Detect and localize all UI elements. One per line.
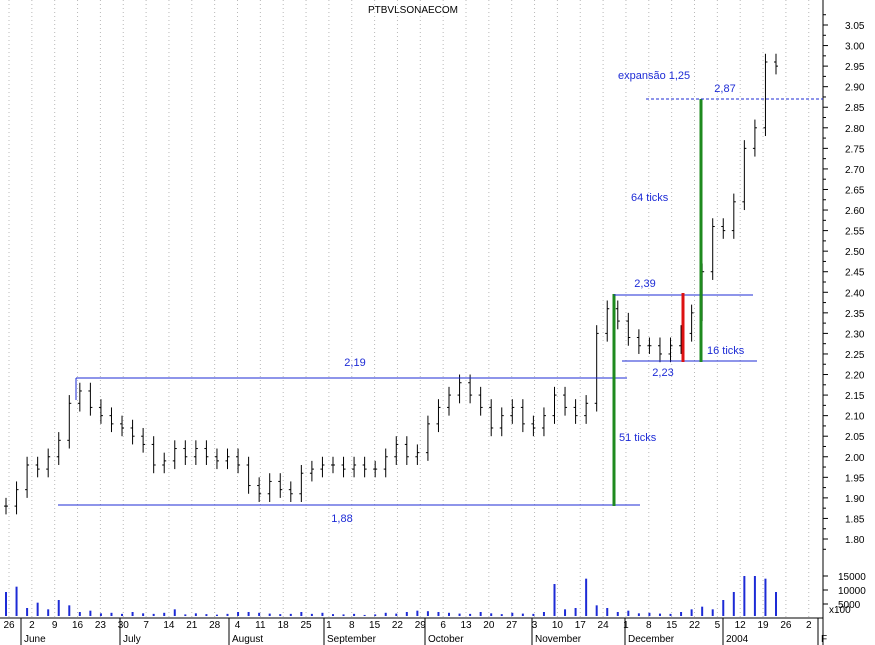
x-day-label: 24 — [598, 620, 610, 631]
y-tick-label: 2.75 — [845, 144, 865, 155]
y-tick-label: 2.05 — [845, 432, 865, 443]
volume-unit-label: x100 — [829, 605, 851, 616]
price-bars — [4, 53, 778, 515]
x-day-label: 19 — [757, 620, 769, 631]
x-month-label: June — [24, 634, 46, 645]
x-axis: 26 2 9 16 23 30 7 14 21 28 4 11 18 25 1 8 15 22 29 6 13 20 27 3… — [3, 618, 827, 645]
volume-tick-label: 10000 — [838, 586, 866, 597]
x-day-label: 3 — [532, 620, 538, 631]
y-tick-label: 1.90 — [845, 494, 865, 505]
ticks-16-label: 16 ticks — [707, 345, 745, 357]
x-month-label: August — [232, 634, 263, 645]
y-tick-label: 3.00 — [845, 42, 865, 53]
x-day-label: 11 — [255, 620, 266, 631]
box-top-label: 2,39 — [634, 278, 655, 290]
y-tick-label: 2.40 — [845, 288, 865, 299]
x-day-label: 25 — [300, 620, 312, 631]
x-month-label: 2004 — [726, 634, 749, 645]
x-day-label: 5 — [715, 620, 721, 631]
x-day-label: 22 — [689, 620, 701, 631]
box-bottom-label: 2,23 — [652, 367, 673, 379]
x-month-label: July — [123, 634, 141, 645]
y-tick-label: 2.95 — [845, 62, 865, 73]
x-day-label: 1 — [623, 620, 629, 631]
y-tick-label: 2.35 — [845, 309, 865, 320]
y-tick-label: 2.20 — [845, 371, 865, 382]
volume-tick-label: 5000 — [838, 600, 861, 611]
ticks-64-label: 64 ticks — [631, 192, 669, 204]
x-day-label: 26 — [780, 620, 792, 631]
x-day-label: 26 — [3, 620, 15, 631]
x-day-label: 8 — [349, 620, 355, 631]
x-day-label: 13 — [460, 620, 472, 631]
expansion-label: expansão 1,25 — [618, 70, 690, 82]
grid-lines — [8, 0, 810, 618]
volume-axis: 15000 10000 5000 — [823, 572, 866, 611]
y-tick-label: 2.00 — [845, 453, 865, 464]
x-day-label: 16 — [72, 620, 84, 631]
y-tick-label: 2.15 — [845, 391, 865, 402]
x-day-label: 15 — [369, 620, 381, 631]
y-tick-label: 2.85 — [845, 103, 865, 114]
y-tick-label: 2.80 — [845, 124, 865, 135]
y-tick-label: 1.95 — [845, 473, 865, 484]
x-month-label: December — [628, 634, 675, 645]
x-day-label: 9 — [52, 620, 58, 631]
x-day-label: 7 — [143, 620, 149, 631]
x-day-label: 17 — [575, 620, 587, 631]
x-day-label: 29 — [415, 620, 427, 631]
x-day-label: 22 — [392, 620, 404, 631]
y-tick-label: 2.45 — [845, 268, 865, 279]
y-tick-label: 2.10 — [845, 412, 865, 423]
x-day-label: 23 — [95, 620, 107, 631]
x-day-label: 1 — [326, 620, 332, 631]
x-day-label: 27 — [506, 620, 518, 631]
volume-tick-label: 15000 — [838, 572, 866, 583]
x-day-label: 20 — [483, 620, 495, 631]
y-tick-label: 2.60 — [845, 206, 865, 217]
x-day-label: 6 — [440, 620, 446, 631]
range-bottom-label: 1,88 — [331, 513, 352, 525]
x-day-label: 10 — [552, 620, 564, 631]
y-tick-label: 2.70 — [845, 165, 865, 176]
volume-bars — [5, 576, 777, 616]
y-tick-label: 1.85 — [845, 514, 865, 525]
y-tick-label: 2.30 — [845, 329, 865, 340]
x-day-label: 8 — [646, 620, 652, 631]
y-tick-label: 3.05 — [845, 21, 865, 32]
target-label: 2,87 — [714, 83, 735, 95]
y-tick-label: 2.50 — [845, 247, 865, 258]
x-day-label: 4 — [235, 620, 241, 631]
chart-title: PTBVLSONAECOM — [368, 5, 458, 16]
x-day-label: 21 — [186, 620, 198, 631]
x-day-label: 14 — [163, 620, 175, 631]
x-day-label: 28 — [209, 620, 221, 631]
ticks-51-label: 51 ticks — [619, 432, 657, 444]
x-month-label: September — [327, 634, 377, 645]
x-day-label: 2 — [29, 620, 35, 631]
y-tick-label: 2.55 — [845, 227, 865, 238]
x-day-label: 12 — [735, 620, 747, 631]
y-axis: 1.80 1.85 1.90 1.95 2.00 2.05 2.10 2.15 2.20 2.25… — [823, 14, 865, 550]
x-month-label: October — [428, 634, 464, 645]
y-tick-label: 1.80 — [845, 535, 865, 546]
y-tick-label: 2.25 — [845, 350, 865, 361]
range-top-label: 2,19 — [344, 357, 365, 369]
x-month-label: November — [535, 634, 582, 645]
x-day-label: 18 — [278, 620, 290, 631]
x-day-label: 15 — [666, 620, 678, 631]
y-tick-label: 2.90 — [845, 83, 865, 94]
y-tick-label: 2.65 — [845, 185, 865, 196]
plot-area — [0, 0, 823, 618]
annotations: 2,19 1,88 51 ticks 2,39 2,23 16 ticks 64… — [58, 70, 823, 525]
x-month-label: F — [821, 634, 827, 645]
x-day-label: 30 — [118, 620, 130, 631]
x-day-label: 2 — [806, 620, 812, 631]
